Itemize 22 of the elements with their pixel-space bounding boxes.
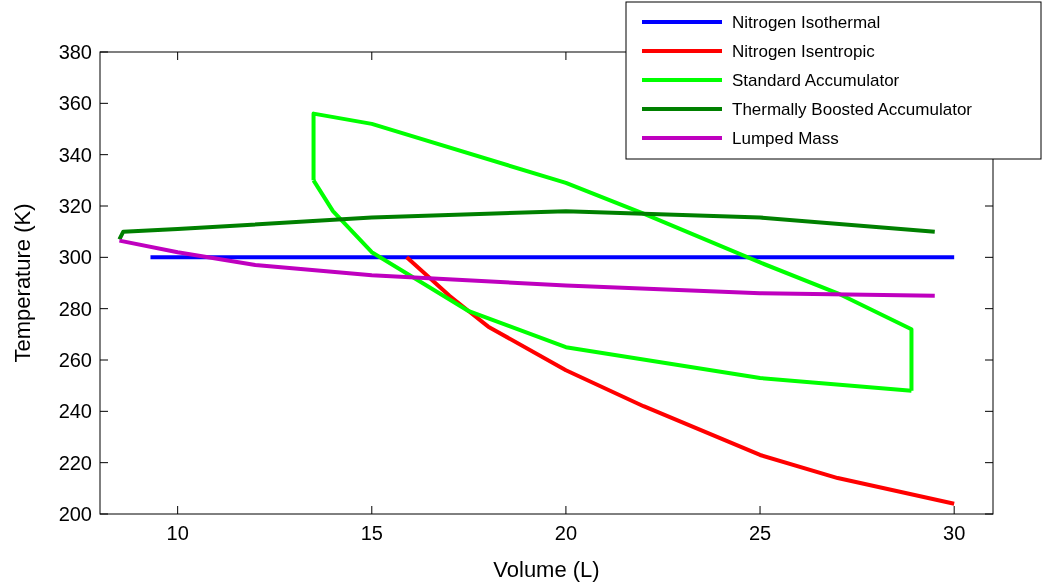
legend-label: Thermally Boosted Accumulator [732,100,973,119]
y-axis-title: Temperature (K) [10,203,35,363]
legend-label: Nitrogen Isentropic [732,42,876,61]
x-tick-label: 15 [360,522,383,544]
legend-label: Nitrogen Isothermal [732,13,881,32]
y-tick-label: 340 [58,143,92,166]
legend-label: Standard Accumulator [732,71,900,90]
x-tick-label: 25 [748,522,772,544]
x-tick-label: 30 [943,522,966,544]
y-tick-label: 240 [58,400,92,423]
y-tick-label: 360 [58,92,92,115]
x-tick-label: 20 [554,522,578,544]
y-tick-label: 380 [58,41,92,63]
y-tick-label: 300 [58,246,92,269]
y-tick-label: 320 [58,195,92,217]
x-tick-label: 10 [166,522,189,544]
y-tick-label: 220 [58,451,92,474]
y-tick-label: 280 [58,297,92,320]
y-tick-label: 260 [58,349,92,371]
legend-label: Lumped Mass [732,129,839,148]
y-tick-label: 200 [58,503,92,525]
x-axis-title: Volume (L) [493,557,600,582]
